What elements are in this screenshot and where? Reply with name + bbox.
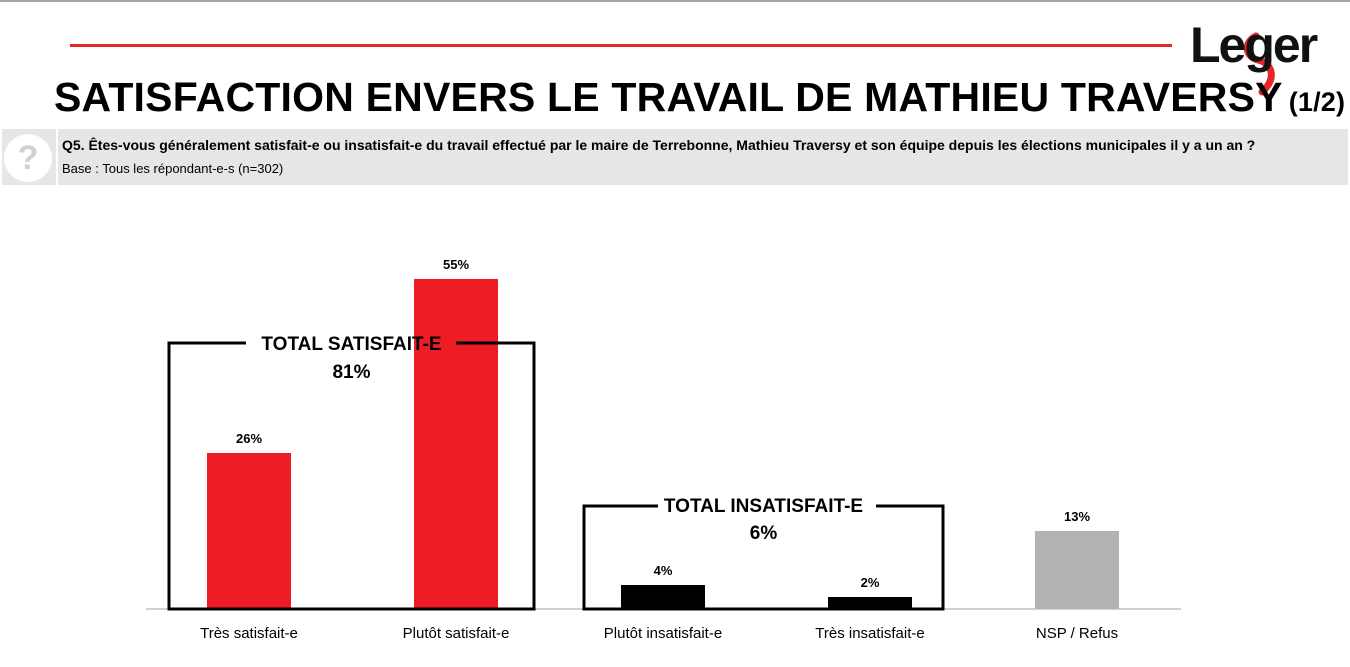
bar-1 (414, 279, 498, 609)
value-label-4: 13% (1064, 509, 1090, 524)
value-label-3: 2% (861, 575, 880, 590)
question-mark-icon: ? (4, 134, 52, 182)
logo-swoosh (1243, 32, 1275, 96)
group-value-0: 81% (332, 362, 370, 383)
group-bracket-0 (167, 341, 536, 611)
bar-4 (1035, 531, 1119, 609)
page-title: SATISFACTION ENVERS LE TRAVAIL DE MATHIE… (54, 74, 1345, 121)
group-label-1: TOTAL INSATISFAIT-E (664, 496, 863, 517)
category-label-2: Plutôt insatisfait-e (604, 625, 722, 642)
group-label-0: TOTAL SATISFAIT-E (261, 334, 441, 355)
title-part: (1/2) (1288, 87, 1346, 117)
category-label-1: Plutôt satisfait-e (403, 625, 510, 642)
leger-logo: Leger (1190, 17, 1320, 96)
question-band (2, 129, 1348, 185)
value-label-0: 26% (236, 431, 262, 446)
header-rule (70, 44, 1172, 47)
group-bracket-1 (582, 504, 945, 611)
value-label-2: 4% (654, 563, 673, 578)
question-separator (56, 129, 58, 185)
title-text: SATISFACTION ENVERS LE TRAVAIL DE MATHIE… (54, 74, 1283, 120)
category-label-0: Très satisfait-e (200, 625, 298, 642)
category-label-3: Très insatisfait-e (815, 625, 924, 642)
question-text: Q5. Êtes-vous généralement satisfait-e o… (62, 137, 1256, 153)
value-label-1: 55% (443, 257, 469, 272)
category-label-4: NSP / Refus (1036, 625, 1118, 642)
base-text: Base : Tous les répondant-e-s (n=302) (62, 161, 284, 176)
top-border (0, 0, 1350, 2)
bar-3 (828, 597, 912, 609)
logo-text: Leger (1190, 17, 1318, 73)
bar-2 (621, 585, 705, 609)
group-value-1: 6% (750, 523, 778, 544)
bar-0 (207, 453, 291, 609)
